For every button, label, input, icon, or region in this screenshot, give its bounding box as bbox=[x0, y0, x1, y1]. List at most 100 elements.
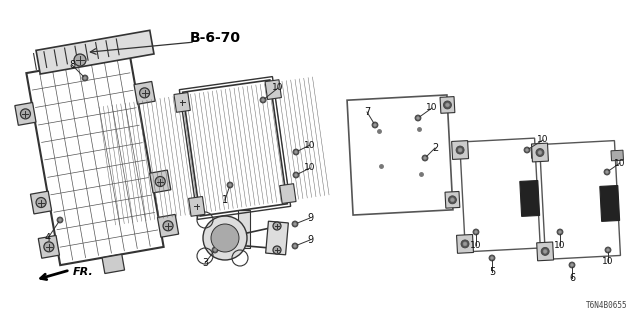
Text: T6N4B0655: T6N4B0655 bbox=[586, 301, 628, 310]
Circle shape bbox=[569, 262, 575, 268]
Circle shape bbox=[605, 171, 609, 173]
Circle shape bbox=[451, 198, 454, 202]
Polygon shape bbox=[456, 235, 474, 253]
Circle shape bbox=[417, 116, 419, 119]
Circle shape bbox=[74, 54, 86, 66]
Polygon shape bbox=[36, 30, 154, 74]
Text: 9: 9 bbox=[307, 235, 313, 245]
Circle shape bbox=[57, 217, 63, 223]
Text: 2: 2 bbox=[432, 143, 438, 153]
Circle shape bbox=[294, 173, 298, 177]
Circle shape bbox=[82, 75, 88, 81]
Polygon shape bbox=[38, 236, 60, 258]
Circle shape bbox=[36, 197, 46, 207]
Circle shape bbox=[212, 247, 218, 253]
Circle shape bbox=[140, 88, 150, 98]
Text: 8: 8 bbox=[69, 60, 75, 70]
Circle shape bbox=[20, 109, 31, 119]
Circle shape bbox=[525, 148, 529, 151]
Text: 10: 10 bbox=[614, 158, 626, 167]
Circle shape bbox=[294, 150, 298, 154]
Circle shape bbox=[273, 222, 281, 230]
Circle shape bbox=[489, 255, 495, 261]
Polygon shape bbox=[460, 138, 540, 252]
Polygon shape bbox=[174, 92, 190, 112]
Text: 10: 10 bbox=[602, 258, 614, 267]
Circle shape bbox=[294, 222, 296, 226]
Circle shape bbox=[463, 242, 467, 246]
Polygon shape bbox=[347, 95, 453, 215]
Circle shape bbox=[415, 115, 421, 121]
Text: 10: 10 bbox=[304, 140, 316, 149]
Circle shape bbox=[444, 101, 451, 109]
Circle shape bbox=[374, 124, 376, 126]
Polygon shape bbox=[611, 150, 623, 161]
Circle shape bbox=[445, 103, 449, 107]
Text: 10: 10 bbox=[554, 241, 566, 250]
Text: FR.: FR. bbox=[73, 267, 93, 277]
Circle shape bbox=[524, 147, 530, 153]
Circle shape bbox=[193, 202, 201, 210]
Circle shape bbox=[449, 196, 456, 204]
Circle shape bbox=[456, 146, 464, 154]
Text: 10: 10 bbox=[426, 103, 438, 113]
Circle shape bbox=[178, 99, 186, 107]
Circle shape bbox=[557, 229, 563, 235]
Polygon shape bbox=[134, 82, 155, 104]
Polygon shape bbox=[265, 80, 282, 100]
Polygon shape bbox=[452, 140, 468, 159]
Circle shape bbox=[293, 172, 299, 178]
Text: 4: 4 bbox=[45, 233, 51, 243]
Polygon shape bbox=[102, 254, 125, 274]
Polygon shape bbox=[440, 97, 455, 113]
Circle shape bbox=[273, 246, 281, 254]
Circle shape bbox=[203, 216, 247, 260]
Circle shape bbox=[604, 169, 610, 175]
Circle shape bbox=[156, 177, 165, 187]
Polygon shape bbox=[540, 140, 620, 260]
Circle shape bbox=[260, 97, 266, 103]
Circle shape bbox=[262, 99, 264, 101]
Polygon shape bbox=[445, 191, 460, 208]
Circle shape bbox=[424, 156, 426, 159]
Polygon shape bbox=[150, 170, 171, 193]
Circle shape bbox=[536, 148, 544, 156]
Text: 10: 10 bbox=[304, 164, 316, 172]
Text: 10: 10 bbox=[470, 241, 482, 250]
Circle shape bbox=[292, 243, 298, 249]
Circle shape bbox=[372, 122, 378, 128]
Circle shape bbox=[605, 247, 611, 253]
Polygon shape bbox=[15, 102, 36, 125]
Circle shape bbox=[292, 221, 298, 227]
Circle shape bbox=[541, 247, 549, 255]
Text: 10: 10 bbox=[537, 135, 548, 145]
Polygon shape bbox=[237, 210, 250, 248]
Circle shape bbox=[83, 76, 86, 79]
Circle shape bbox=[214, 249, 216, 252]
Circle shape bbox=[422, 155, 428, 161]
Circle shape bbox=[228, 183, 232, 187]
Text: 5: 5 bbox=[489, 267, 495, 277]
Text: 10: 10 bbox=[272, 84, 284, 92]
Circle shape bbox=[490, 257, 493, 260]
Polygon shape bbox=[189, 196, 205, 216]
Circle shape bbox=[44, 242, 54, 252]
Circle shape bbox=[570, 263, 573, 267]
Text: 1: 1 bbox=[222, 195, 228, 205]
Circle shape bbox=[227, 182, 233, 188]
Circle shape bbox=[294, 244, 296, 247]
Text: B-6-70: B-6-70 bbox=[189, 31, 241, 45]
Circle shape bbox=[473, 229, 479, 235]
Polygon shape bbox=[157, 214, 179, 237]
Circle shape bbox=[474, 230, 477, 234]
Polygon shape bbox=[266, 221, 289, 255]
Polygon shape bbox=[183, 80, 287, 216]
Polygon shape bbox=[280, 184, 296, 204]
Polygon shape bbox=[26, 55, 164, 265]
Text: 6: 6 bbox=[569, 273, 575, 283]
Circle shape bbox=[293, 149, 299, 155]
Circle shape bbox=[58, 219, 61, 221]
Text: 3: 3 bbox=[202, 258, 208, 268]
Circle shape bbox=[163, 221, 173, 231]
Circle shape bbox=[461, 240, 469, 248]
